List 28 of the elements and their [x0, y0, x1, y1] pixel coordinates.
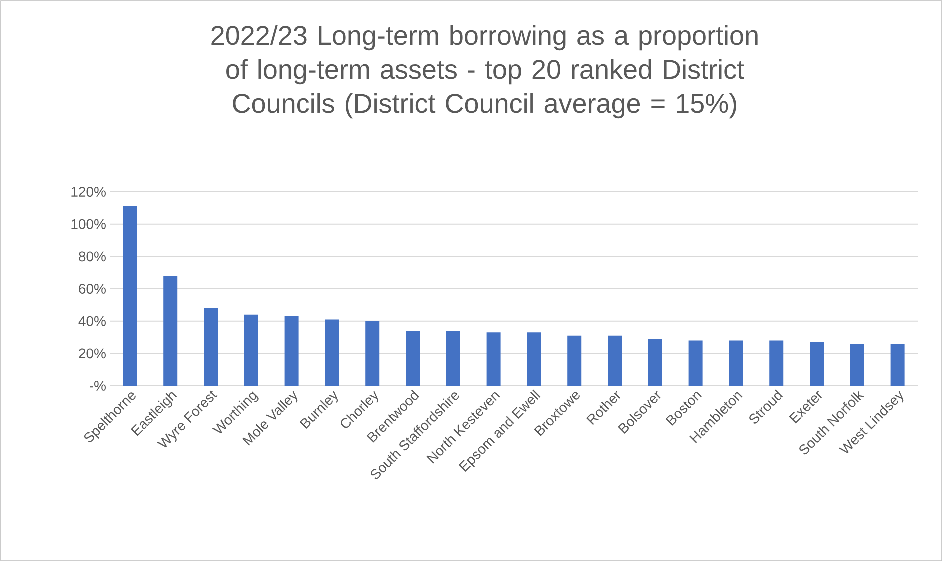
bar	[284, 316, 299, 386]
bar	[325, 320, 340, 386]
bar	[446, 331, 460, 386]
bar	[608, 336, 622, 386]
bar	[688, 340, 703, 386]
y-tick-label: 100%	[72, 219, 106, 230]
y-tick-label: 120%	[72, 187, 106, 197]
y-tick-label: 40%	[78, 316, 106, 326]
bar	[568, 336, 582, 386]
bar	[527, 332, 542, 386]
chart-title: 2022/23 Long-term borrowing as a proportion of long-term assets - top 20 ranked District Councils (District Council average = 15%)	[212, 25, 758, 119]
bar	[164, 276, 178, 386]
bar	[850, 344, 864, 386]
y-tick-label: 20%	[79, 348, 106, 359]
bar	[123, 206, 138, 386]
bar	[729, 340, 744, 386]
y-tick-label: 60%	[79, 284, 106, 294]
y-tick-label: -%	[90, 381, 106, 391]
bar	[366, 321, 380, 386]
bar	[648, 339, 662, 386]
bar	[204, 308, 218, 386]
bar	[244, 314, 258, 386]
bar	[406, 331, 420, 386]
y-tick-label: 80%	[79, 252, 106, 262]
bar	[890, 344, 905, 386]
bar	[770, 340, 784, 386]
bar	[810, 342, 824, 386]
bar	[486, 332, 501, 386]
